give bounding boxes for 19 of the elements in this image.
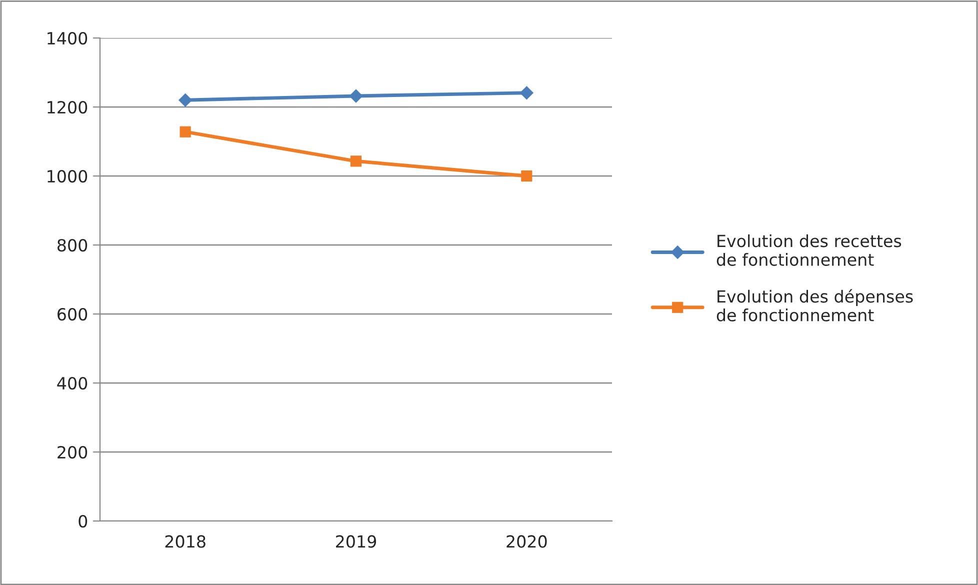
x-tick-label: 2020 bbox=[506, 535, 547, 548]
point bbox=[521, 170, 532, 182]
y-tick-label: 1000 bbox=[48, 170, 88, 183]
point bbox=[180, 126, 191, 138]
y-tick-label: 1400 bbox=[48, 32, 88, 45]
point bbox=[178, 93, 192, 107]
y-tick-label: 800 bbox=[58, 238, 88, 252]
point bbox=[349, 89, 363, 103]
y-tick-label: 400 bbox=[57, 376, 88, 390]
y-tick-label: 600 bbox=[58, 308, 88, 321]
point bbox=[350, 156, 362, 167]
legend-label: Evolution des recettes de fonctionnement bbox=[716, 234, 902, 266]
x-tick-label: 2019 bbox=[336, 535, 376, 548]
point bbox=[520, 86, 534, 100]
x-tick-label: 2018 bbox=[165, 535, 206, 548]
y-tick-label: 0 bbox=[78, 514, 88, 528]
y-tick-label: 200 bbox=[58, 446, 88, 459]
legend-label: Evolution des dépenses de fonctionnement bbox=[716, 289, 913, 322]
y-tick-label: 1200 bbox=[48, 100, 88, 114]
